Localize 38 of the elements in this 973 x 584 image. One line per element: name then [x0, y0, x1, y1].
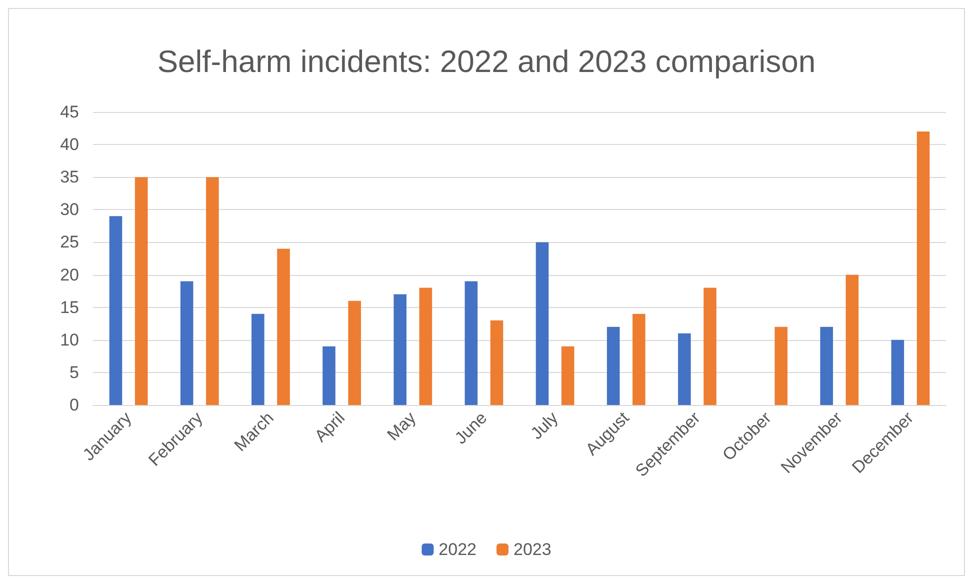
bar: [206, 177, 219, 405]
bar: [704, 288, 716, 405]
bar: [490, 320, 504, 405]
y-tick-label: 25: [60, 232, 79, 252]
legend-label: 2023: [514, 540, 552, 559]
y-tick-label: 35: [60, 168, 79, 187]
bar: [277, 248, 290, 405]
y-tick-label: 15: [60, 298, 79, 317]
y-tick-label: 10: [60, 330, 79, 350]
x-tick-label: May: [383, 408, 420, 444]
y-tick-label: 20: [60, 265, 79, 284]
bar: [846, 274, 859, 405]
bar: [891, 340, 904, 405]
bar: [536, 242, 549, 405]
bar: [632, 314, 646, 405]
y-tick-label: 45: [60, 102, 79, 122]
bar: [109, 216, 122, 405]
x-tick-label: July: [526, 408, 562, 444]
chart-title: Self-harm incidents: 2022 and 2023 comparison: [157, 44, 816, 79]
bar: [394, 294, 406, 405]
bar: [180, 281, 194, 405]
bar: [464, 281, 478, 405]
bar: [134, 177, 148, 405]
bar: [561, 346, 574, 405]
bar: [322, 346, 336, 405]
bar: [774, 326, 788, 405]
y-tick-label: 0: [70, 396, 79, 414]
bar: [419, 288, 432, 405]
bar: [606, 326, 620, 405]
bar: [678, 333, 691, 405]
y-tick-label: 30: [60, 200, 79, 220]
y-tick-label: 40: [60, 135, 79, 154]
bar: [252, 314, 264, 405]
bar: [820, 326, 833, 405]
bar: [348, 300, 361, 405]
legend-label: 2022: [438, 540, 477, 559]
bar: [916, 132, 930, 405]
y-tick-label: 5: [70, 362, 79, 382]
